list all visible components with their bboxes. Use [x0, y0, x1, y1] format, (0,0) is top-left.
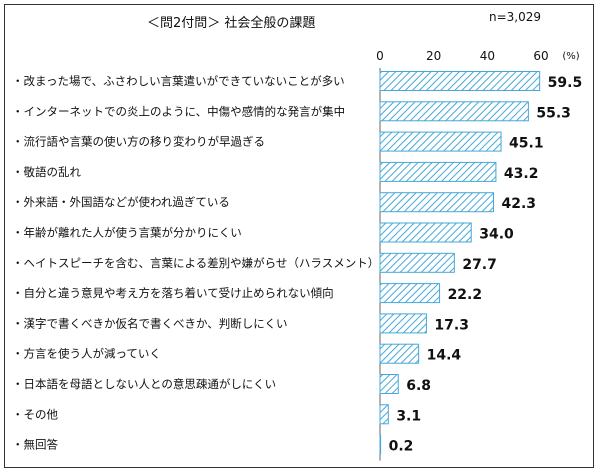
x-tick-label: 40	[480, 49, 495, 63]
category-label: ・日本語を母語としない人との意思疎通がしにくい	[12, 377, 276, 391]
category-label: ・外来語・外国語などが使われ過ぎている	[12, 195, 230, 209]
value-label: 0.2	[389, 439, 414, 455]
value-label: 34.0	[479, 227, 514, 243]
category-label: ・無回答	[12, 438, 58, 452]
bar	[379, 343, 420, 364]
value-label: 14.4	[427, 348, 462, 364]
category-label: ・漢字で書くべきか仮名で書くべきか、判断しにくい	[12, 316, 288, 330]
value-label: 22.2	[448, 287, 483, 303]
value-label: 55.3	[536, 105, 571, 121]
category-label: ・方言を使う人が減っていく	[12, 347, 161, 361]
category-label: ・ヘイトスピーチを含む、言葉による差別や嫌がらせ（ハラスメント）	[12, 256, 379, 270]
bar	[379, 434, 382, 455]
bar	[379, 161, 497, 182]
sample-size-label: n=3,029	[489, 10, 542, 24]
bar	[379, 192, 495, 213]
value-label: 59.5	[548, 75, 583, 91]
category-label: ・流行語や言葉の使い方の移り変わりが早過ぎる	[12, 135, 265, 149]
value-label: 27.7	[462, 257, 497, 273]
value-label: 45.1	[509, 136, 544, 152]
value-label: 43.2	[504, 166, 539, 182]
category-label: ・改まった場で、ふさわしい言葉遣いができていないことが多い	[12, 74, 345, 88]
bar-series: ・改まった場で、ふさわしい言葉遣いができていないことが多い 59.5 ・インターネッ…	[12, 71, 583, 455]
category-label: ・自分と違う意見や考え方を落ち着いて受け止められない傾向	[12, 286, 334, 300]
category-label: ・インターネットでの炎上のように、中傷や感情的な発言が集中	[12, 104, 345, 118]
bar	[379, 374, 399, 394]
x-tick-label: 60	[533, 49, 548, 63]
bar	[379, 131, 502, 152]
unit-label: (%)	[562, 51, 579, 62]
bar	[379, 222, 472, 243]
value-label: 3.1	[396, 408, 421, 424]
value-label: 42.3	[502, 196, 537, 212]
value-label: 6.8	[406, 378, 431, 394]
category-label: ・敬語の乱れ	[12, 165, 81, 179]
bar	[379, 71, 541, 91]
bar	[379, 404, 389, 425]
bar	[379, 283, 441, 304]
category-label: ・その他	[12, 407, 58, 421]
bar	[379, 101, 529, 122]
x-tick-label: 0	[376, 49, 384, 63]
category-label: ・年齢が離れた人が使う言葉が分かりにくい	[12, 226, 242, 240]
value-label: 17.3	[434, 317, 469, 333]
bar	[379, 313, 427, 334]
bar	[379, 252, 455, 273]
x-tick-label: 20	[426, 49, 441, 63]
chart-title: ＜問2付問＞ 社会全般の課題	[147, 16, 316, 31]
